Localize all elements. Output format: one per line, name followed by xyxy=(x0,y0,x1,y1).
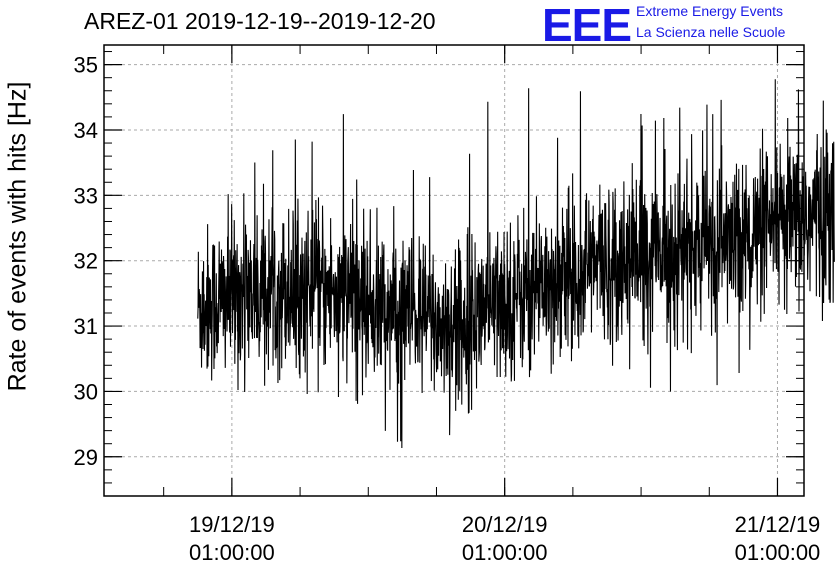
y-axis-label: Rate of events with hits [Hz] xyxy=(3,81,32,392)
x-tick-label-date: 20/12/19 xyxy=(462,512,548,537)
x-tick-label-date: 19/12/19 xyxy=(189,512,275,537)
logo-subtitle-line1: Extreme Energy Events xyxy=(636,3,784,19)
x-tick-label-time: 01:00:00 xyxy=(735,540,821,565)
y-tick-label: 29 xyxy=(74,445,98,470)
plot-frame xyxy=(103,44,805,497)
x-tick-label-time: 01:00:00 xyxy=(462,540,548,565)
x-tick-label-date: 21/12/19 xyxy=(735,512,821,537)
rate-line xyxy=(197,79,835,448)
chart-title: AREZ-01 2019-12-19--2019-12-20 xyxy=(84,8,436,34)
rate-series xyxy=(197,79,835,448)
y-tick-label: 32 xyxy=(74,249,98,274)
y-tick-label: 31 xyxy=(74,314,98,339)
eee-logo: EEE xyxy=(542,0,632,51)
x-tick-label-time: 01:00:00 xyxy=(189,540,275,565)
y-tick-label: 33 xyxy=(74,183,98,208)
y-tick-label: 35 xyxy=(74,53,98,78)
y-tick-label: 34 xyxy=(74,118,98,143)
logo-subtitle-line2: La Scienza nelle Scuole xyxy=(636,24,786,40)
axis-ticks: 29 30 31 32 33 34 35 19/12/19 01:00:00 20/12/19 01… xyxy=(74,45,821,565)
y-tick-label: 30 xyxy=(74,379,98,404)
